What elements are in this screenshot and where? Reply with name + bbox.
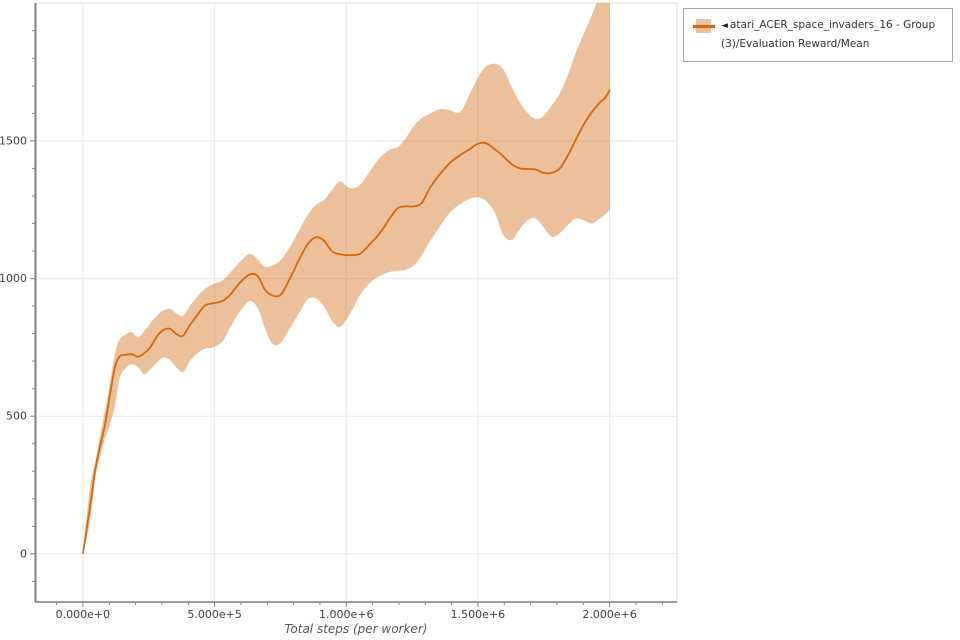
legend-entry: ◄ atari_ACER_space_invaders_16 - Group(3)… xyxy=(721,16,944,53)
legend[interactable]: ◄ atari_ACER_space_invaders_16 - Group(3)… xyxy=(683,8,953,62)
series-swatch-icon xyxy=(693,19,715,33)
legend-marker-icon: ◄ xyxy=(721,21,728,31)
x-tick-label: 1.500e+6 xyxy=(451,608,505,621)
y-tick-label: 1500 xyxy=(0,134,27,147)
y-tick-label: 1000 xyxy=(0,272,27,285)
y-tick-label: 0 xyxy=(20,547,27,560)
axis-ticks xyxy=(30,30,663,607)
confidence-band xyxy=(82,3,610,556)
y-tick-label: 500 xyxy=(6,410,27,423)
mean-line xyxy=(82,89,611,554)
gridlines xyxy=(35,3,677,602)
x-tick-label: 2.000e+6 xyxy=(582,608,636,621)
line-swatch xyxy=(693,25,715,28)
legend-series-label: atari_ACER_space_invaders_16 - Group(3)/… xyxy=(721,19,936,50)
x-tick-label: 1.000e+6 xyxy=(319,608,373,621)
x-axis-title: Total steps (per worker) xyxy=(284,622,428,636)
x-tick-label: 0.000e+0 xyxy=(56,608,110,621)
x-tick-label: 5.000e+5 xyxy=(187,608,241,621)
